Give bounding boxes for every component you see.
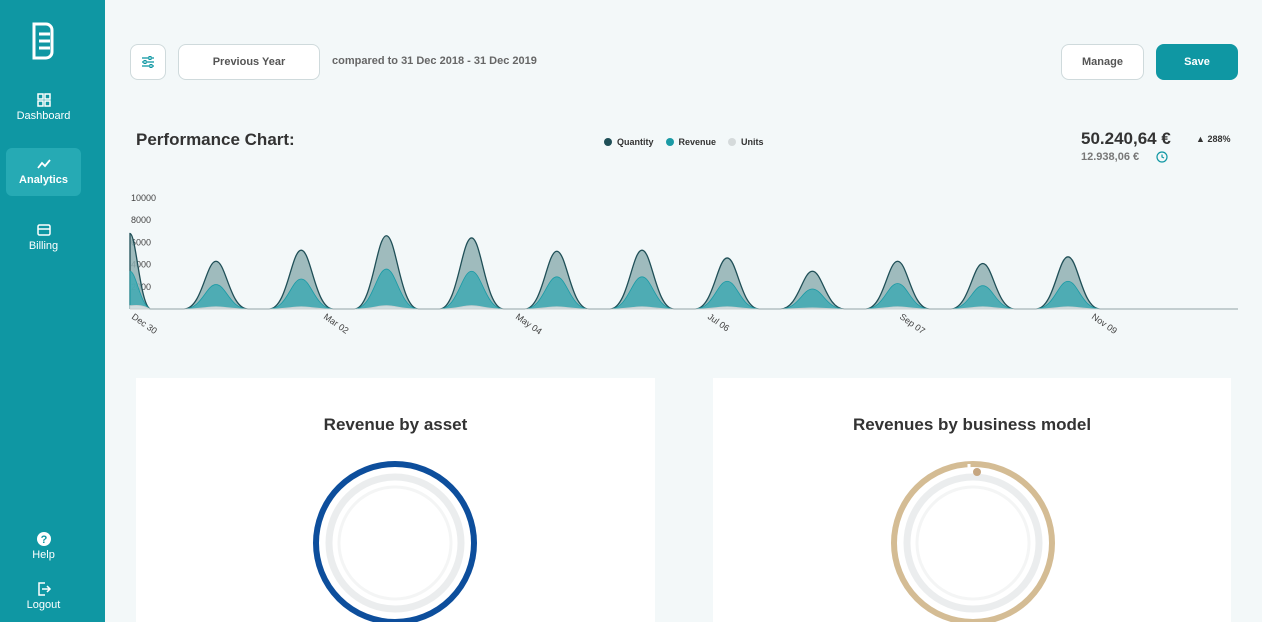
legend-label: Revenue xyxy=(678,137,717,147)
period-select-button[interactable]: Previous Year xyxy=(178,44,320,80)
compare-period-text: compared to 31 Dec 2018 - 31 Dec 2019 xyxy=(332,55,537,67)
revenue-by-business-donut[interactable] xyxy=(889,459,1057,622)
chart-legend: Quantity Revenue Units xyxy=(604,137,764,147)
analytics-icon xyxy=(36,159,51,169)
revenue-by-business-title: Revenues by business model xyxy=(852,415,1092,434)
filter-sliders-icon xyxy=(142,56,154,68)
sidebar-item-analytics[interactable]: Analytics xyxy=(6,148,81,196)
change-badge: ▲ 288% xyxy=(1196,134,1230,144)
x-tick-label: Nov 09 xyxy=(1090,311,1119,336)
sidebar-item-label: Dashboard xyxy=(16,110,71,122)
sidebar-item-label: Analytics xyxy=(19,174,68,186)
help-icon: ? xyxy=(36,532,51,546)
sidebar-item-logout[interactable]: Logout xyxy=(6,573,81,621)
performance-chart-title: Performance Chart: xyxy=(136,130,295,149)
legend-item-quantity[interactable]: Quantity xyxy=(604,137,654,147)
sidebar-item-help[interactable]: ? Help xyxy=(6,523,81,571)
manage-button[interactable]: Manage xyxy=(1061,44,1144,80)
arrow-up-icon: ▲ xyxy=(1196,134,1205,144)
x-tick-label: Sep 07 xyxy=(898,311,927,336)
total-revenue-value: 50.240,64 € xyxy=(1081,129,1171,148)
x-tick-label: May 04 xyxy=(514,311,544,336)
filter-button[interactable] xyxy=(130,44,166,80)
dashboard-icon xyxy=(36,93,51,107)
revenue-by-asset-donut[interactable] xyxy=(311,459,479,622)
legend-label: Units xyxy=(741,137,764,147)
x-tick-label: Mar 02 xyxy=(322,311,351,335)
sidebar-item-label: Logout xyxy=(26,599,61,611)
legend-item-revenue[interactable]: Revenue xyxy=(665,137,717,147)
y-tick-label: 8000 xyxy=(131,215,151,225)
revenue-by-business-card xyxy=(713,378,1231,622)
revenue-by-asset-card xyxy=(136,378,655,622)
sidebar-item-dashboard[interactable]: Dashboard xyxy=(6,84,81,132)
x-tick-label: Jul 06 xyxy=(706,311,731,333)
sidebar-item-label: Help xyxy=(32,549,55,561)
change-percent: 288% xyxy=(1207,134,1231,144)
history-icon[interactable] xyxy=(1155,150,1169,164)
previous-revenue-value: 12.938,06 € xyxy=(1081,151,1140,163)
billing-icon xyxy=(36,224,51,236)
logout-icon xyxy=(37,582,51,596)
sidebar-item-billing[interactable]: Billing xyxy=(6,214,81,262)
sidebar-item-label: Billing xyxy=(28,240,59,252)
svg-text:?: ? xyxy=(40,534,47,546)
y-tick-label: 6000 xyxy=(131,237,151,247)
y-tick-label: 4000 xyxy=(131,260,151,270)
app-logo-icon[interactable] xyxy=(30,22,56,60)
legend-dot xyxy=(665,138,674,146)
legend-dot xyxy=(728,138,737,146)
sidebar: Dashboard Analytics Billing ? Help Logou… xyxy=(0,0,105,622)
y-tick-label: 10000 xyxy=(131,193,156,203)
legend-item-units[interactable]: Units xyxy=(728,137,764,147)
x-tick-label: Dec 30 xyxy=(130,311,159,336)
legend-label: Quantity xyxy=(617,137,654,147)
legend-dot xyxy=(604,138,612,146)
revenue-by-asset-title: Revenue by asset xyxy=(323,415,468,434)
save-button[interactable]: Save xyxy=(1156,44,1238,80)
